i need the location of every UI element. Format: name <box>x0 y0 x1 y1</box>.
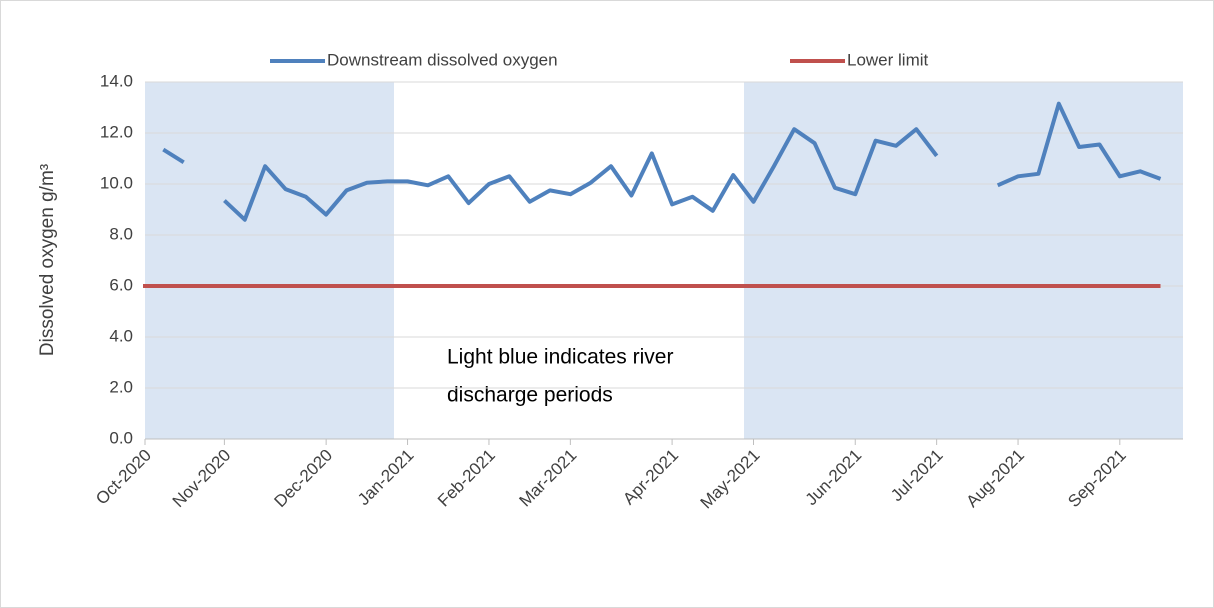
annotation: discharge periods <box>447 384 613 407</box>
y-tick-label: 14.0 <box>100 71 133 90</box>
discharge-shading <box>145 82 1183 439</box>
discharge-period <box>145 82 394 439</box>
y-tick-label: 2.0 <box>109 377 133 396</box>
y-axis-label: Dissolved oxygen g/m³ <box>37 164 58 356</box>
legend-label: Downstream dissolved oxygen <box>327 50 558 69</box>
y-tick-label: 10.0 <box>100 173 133 192</box>
y-tick-label: 6.0 <box>109 275 133 294</box>
y-tick-label: 12.0 <box>100 122 133 141</box>
y-tick-label: 4.0 <box>109 326 133 345</box>
annotation: Light blue indicates river <box>447 346 673 369</box>
y-tick-label: 0.0 <box>109 428 133 447</box>
legend-label: Lower limit <box>847 50 929 69</box>
series-line <box>162 101 1162 222</box>
y-tick-label: 8.0 <box>109 224 133 243</box>
discharge-period <box>744 82 1183 439</box>
